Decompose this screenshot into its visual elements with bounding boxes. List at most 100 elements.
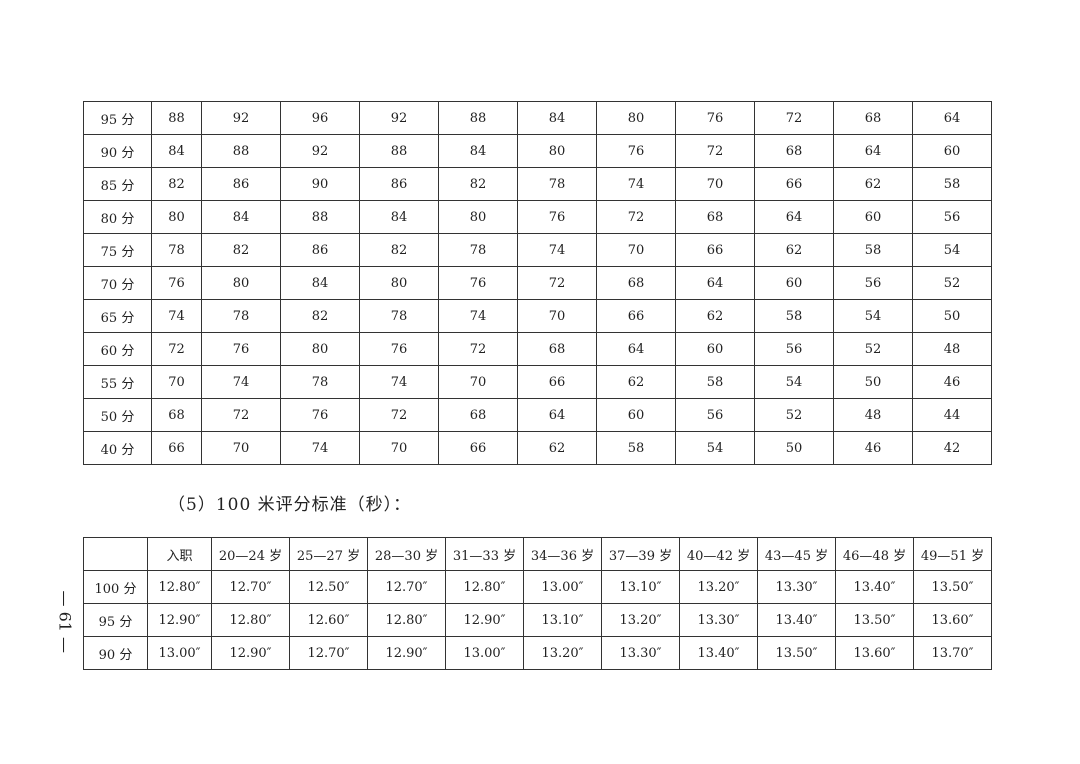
table-cell: 50 bbox=[754, 431, 834, 465]
table-cell: 96 bbox=[280, 101, 360, 135]
table-cell: 80 bbox=[280, 332, 360, 366]
100m-score-table: 入职 20—24 岁 25—27 岁 28—30 岁 31—33 岁 34—36 岁 37—… bbox=[83, 537, 992, 670]
table-cell: 58 bbox=[754, 299, 834, 333]
table-cell: 88 bbox=[280, 200, 360, 234]
table-cell: 13.70″ bbox=[913, 636, 992, 670]
table-cell: 80 bbox=[596, 101, 676, 135]
row-label: 95 分 bbox=[83, 603, 148, 637]
table-cell: 62 bbox=[833, 167, 913, 201]
table-cell: 76 bbox=[280, 398, 360, 432]
row-label: 55 分 bbox=[83, 365, 152, 399]
table-cell: 12.50″ bbox=[289, 570, 368, 604]
table-cell: 56 bbox=[675, 398, 755, 432]
table-cell: 72 bbox=[359, 398, 439, 432]
table-cell: 82 bbox=[438, 167, 518, 201]
table-cell: 13.10″ bbox=[601, 570, 680, 604]
table-cell: 70 bbox=[596, 233, 676, 267]
table-cell: 70 bbox=[517, 299, 597, 333]
table-cell: 12.90″ bbox=[211, 636, 290, 670]
table-cell: 62 bbox=[675, 299, 755, 333]
table-cell: 72 bbox=[517, 266, 597, 300]
row-label: 80 分 bbox=[83, 200, 152, 234]
table-cell: 13.40″ bbox=[679, 636, 758, 670]
table-cell: 76 bbox=[438, 266, 518, 300]
row-label: 75 分 bbox=[83, 233, 152, 267]
table-cell: 48 bbox=[912, 332, 992, 366]
table-cell: 68 bbox=[596, 266, 676, 300]
table-cell: 50 bbox=[833, 365, 913, 399]
table-cell: 78 bbox=[201, 299, 281, 333]
table-cell: 86 bbox=[359, 167, 439, 201]
table-cell: 58 bbox=[833, 233, 913, 267]
table-cell: 78 bbox=[280, 365, 360, 399]
table-cell: 13.20″ bbox=[679, 570, 758, 604]
table-cell: 74 bbox=[438, 299, 518, 333]
table-cell: 78 bbox=[517, 167, 597, 201]
table-cell: 86 bbox=[201, 167, 281, 201]
table-cell: 13.30″ bbox=[601, 636, 680, 670]
table-cell: 88 bbox=[438, 101, 518, 135]
table-cell: 12.60″ bbox=[289, 603, 368, 637]
table-row: 40 分 66 70 74 70 66 62 58 54 50 46 42 bbox=[83, 431, 992, 465]
row-label: 90 分 bbox=[83, 636, 148, 670]
table-cell: 60 bbox=[596, 398, 676, 432]
table-cell: 13.00″ bbox=[147, 636, 212, 670]
table-cell: 60 bbox=[754, 266, 834, 300]
table-cell: 72 bbox=[151, 332, 202, 366]
table-row: 90 分 84 88 92 88 84 80 76 72 68 64 60 bbox=[83, 134, 992, 168]
table-cell: 13.50″ bbox=[913, 570, 992, 604]
table-cell: 80 bbox=[517, 134, 597, 168]
table-row: 70 分 76 80 84 80 76 72 68 64 60 56 52 bbox=[83, 266, 992, 300]
table-cell: 66 bbox=[754, 167, 834, 201]
row-label: 50 分 bbox=[83, 398, 152, 432]
table-cell: 入职 bbox=[147, 537, 212, 571]
table-row: 95 分 12.90″ 12.80″ 12.60″ 12.80″ 12.90″ 13.10″… bbox=[83, 603, 992, 637]
table-cell: 54 bbox=[912, 233, 992, 267]
table-cell: 70 bbox=[201, 431, 281, 465]
table-cell: 76 bbox=[675, 101, 755, 135]
table-row: 60 分 72 76 80 76 72 68 64 60 56 52 48 bbox=[83, 332, 992, 366]
table-cell: 78 bbox=[359, 299, 439, 333]
table-cell: 66 bbox=[596, 299, 676, 333]
table-cell: 56 bbox=[833, 266, 913, 300]
table-cell: 74 bbox=[596, 167, 676, 201]
table-cell: 12.90″ bbox=[147, 603, 212, 637]
table-row: 65 分 74 78 82 78 74 70 66 62 58 54 50 bbox=[83, 299, 992, 333]
table-cell: 64 bbox=[833, 134, 913, 168]
table-cell: 12.70″ bbox=[211, 570, 290, 604]
table-cell: 42 bbox=[912, 431, 992, 465]
table-cell: 72 bbox=[596, 200, 676, 234]
table-cell: 68 bbox=[754, 134, 834, 168]
table-cell: 70 bbox=[151, 365, 202, 399]
table-cell: 54 bbox=[833, 299, 913, 333]
table-cell: 58 bbox=[596, 431, 676, 465]
table-cell: 78 bbox=[438, 233, 518, 267]
table-cell: 43—45 岁 bbox=[757, 537, 836, 571]
table-cell: 68 bbox=[675, 200, 755, 234]
table-cell: 66 bbox=[438, 431, 518, 465]
table-cell: 88 bbox=[359, 134, 439, 168]
table-cell: 12.80″ bbox=[211, 603, 290, 637]
table-cell: 49—51 岁 bbox=[913, 537, 992, 571]
table-cell: 74 bbox=[280, 431, 360, 465]
table-cell: 60 bbox=[675, 332, 755, 366]
row-label: 65 分 bbox=[83, 299, 152, 333]
table-cell: 68 bbox=[833, 101, 913, 135]
row-label: 100 分 bbox=[83, 570, 148, 604]
table-cell: 76 bbox=[517, 200, 597, 234]
table-cell: 13.40″ bbox=[757, 603, 836, 637]
table-cell: 20—24 岁 bbox=[211, 537, 290, 571]
table-cell: 54 bbox=[675, 431, 755, 465]
table-cell: 62 bbox=[596, 365, 676, 399]
table-cell: 13.20″ bbox=[523, 636, 602, 670]
header-row: 入职 20—24 岁 25—27 岁 28—30 岁 31—33 岁 34—36 岁 37—… bbox=[83, 537, 992, 571]
table-cell: 82 bbox=[201, 233, 281, 267]
table-cell: 84 bbox=[151, 134, 202, 168]
table-cell: 13.30″ bbox=[757, 570, 836, 604]
table-cell: 72 bbox=[201, 398, 281, 432]
table-cell: 62 bbox=[517, 431, 597, 465]
table-cell: 56 bbox=[912, 200, 992, 234]
table-row: 50 分 68 72 76 72 68 64 60 56 52 48 44 bbox=[83, 398, 992, 432]
row-label: 90 分 bbox=[83, 134, 152, 168]
table-cell: 31—33 岁 bbox=[445, 537, 524, 571]
